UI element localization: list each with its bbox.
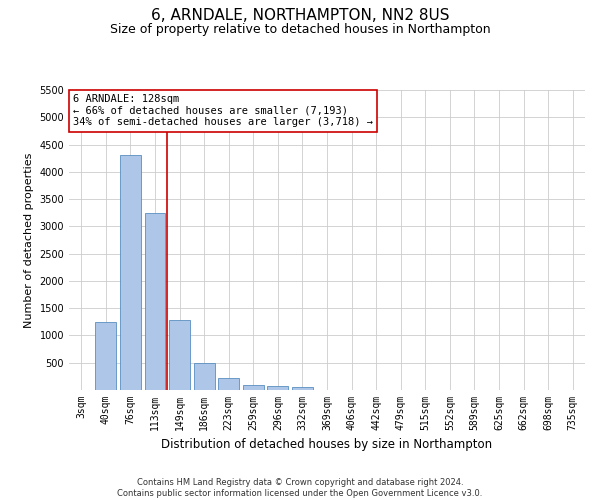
Text: 6 ARNDALE: 128sqm
← 66% of detached houses are smaller (7,193)
34% of semi-detac: 6 ARNDALE: 128sqm ← 66% of detached hous… — [73, 94, 373, 128]
Bar — [169, 320, 190, 390]
Bar — [95, 322, 116, 390]
Bar — [243, 384, 264, 390]
Bar — [268, 386, 289, 390]
Text: Contains HM Land Registry data © Crown copyright and database right 2024.
Contai: Contains HM Land Registry data © Crown c… — [118, 478, 482, 498]
Y-axis label: Number of detached properties: Number of detached properties — [24, 152, 34, 328]
Text: 6, ARNDALE, NORTHAMPTON, NN2 8US: 6, ARNDALE, NORTHAMPTON, NN2 8US — [151, 8, 449, 22]
Text: Size of property relative to detached houses in Northampton: Size of property relative to detached ho… — [110, 22, 490, 36]
Bar — [292, 386, 313, 390]
Bar — [145, 212, 166, 390]
X-axis label: Distribution of detached houses by size in Northampton: Distribution of detached houses by size … — [161, 438, 493, 452]
Bar — [218, 378, 239, 390]
Bar — [120, 156, 141, 390]
Bar — [194, 364, 215, 390]
